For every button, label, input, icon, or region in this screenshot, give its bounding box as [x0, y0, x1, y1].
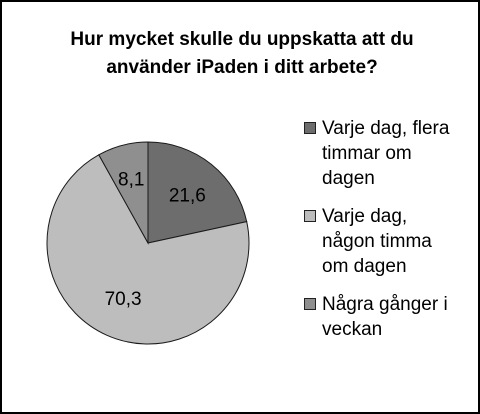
legend-item-slice-3: Några gånger i veckan — [304, 292, 472, 342]
legend-swatch-slice-3 — [304, 298, 316, 310]
legend-label-line: Varje dag, flera — [322, 118, 450, 139]
legend-label-line: dagen — [322, 168, 375, 189]
legend-label-line: timmar om — [322, 143, 412, 164]
chart-legend: Varje dag, flera timmar om dagen Varje d… — [304, 116, 472, 355]
legend-swatch-slice-2 — [304, 210, 316, 222]
legend-label-line: veckan — [322, 319, 383, 340]
chart-title-line-1: Hur mycket skulle du uppskatta att du — [70, 29, 414, 50]
chart-title-line-2: använder iPaden i ditt arbete? — [106, 57, 378, 78]
legend-label-line: Varje dag, — [322, 206, 408, 227]
pie-slice-2 — [46, 154, 250, 345]
legend-label-line: någon timma — [322, 231, 432, 252]
legend-item-slice-2: Varje dag, någon timma om dagen — [304, 204, 472, 279]
pie-slice-value-label: 8,1 — [118, 169, 144, 190]
pie-slice-value-label: 21,6 — [169, 185, 206, 206]
pie-slice-1 — [147, 141, 248, 244]
legend-label-line: om dagen — [322, 256, 407, 277]
legend-item-slice-1: Varje dag, flera timmar om dagen — [304, 116, 472, 191]
legend-swatch-slice-1 — [304, 122, 316, 134]
chart-title: Hur mycket skulle du uppskatta att du an… — [42, 26, 442, 82]
pie-slice-3 — [98, 141, 149, 245]
pie-slice-value-label: 70,3 — [105, 289, 142, 310]
legend-label-line: Några gånger i — [322, 294, 448, 315]
